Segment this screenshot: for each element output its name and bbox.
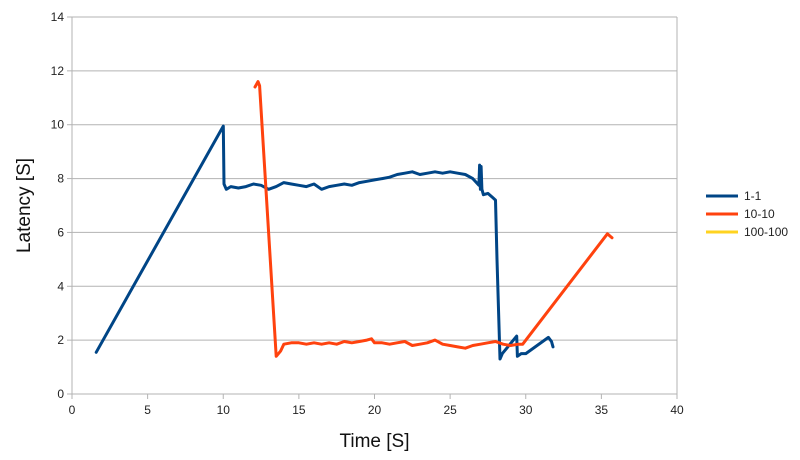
legend-label-100-100: 100-100: [744, 225, 788, 239]
y-tick-label-4: 8: [57, 172, 64, 186]
y-tick-label-0: 0: [57, 387, 64, 401]
series-line-1-1: [94, 124, 555, 361]
y-tick-label-3: 6: [57, 225, 64, 239]
axes: [67, 16, 678, 399]
x-axis-title: Time [S]: [339, 431, 409, 452]
series-lines: [94, 80, 614, 361]
x-tick-label-1: 5: [144, 403, 151, 417]
y-tick-label-7: 14: [51, 10, 65, 24]
y-tick-label-6: 12: [51, 64, 65, 78]
x-tick-label-0: 0: [69, 403, 76, 417]
legend-label-1-1: 1-1: [744, 189, 762, 203]
x-tick-label-2: 10: [217, 403, 231, 417]
x-tick-label-5: 25: [443, 403, 457, 417]
series-line-10-10: [253, 80, 614, 358]
y-tick-label-5: 10: [51, 118, 65, 132]
x-tick-labels: 0 5 10 15 20 25 30 35 40: [69, 403, 684, 417]
x-tick-label-4: 20: [368, 403, 382, 417]
x-tick-label-7: 35: [595, 403, 609, 417]
gridlines: [72, 16, 677, 341]
legend-label-10-10: 10-10: [744, 207, 775, 221]
legend: 1-1 10-10 100-100: [706, 189, 788, 239]
y-axis-title: Latency [S]: [14, 158, 35, 253]
x-tick-label-6: 30: [519, 403, 533, 417]
x-tick-label-8: 40: [670, 403, 684, 417]
x-tick-label-3: 15: [292, 403, 306, 417]
y-tick-label-2: 4: [57, 279, 64, 293]
y-tick-label-1: 2: [57, 333, 64, 347]
y-tick-labels: 0 2 4 6 8 10 12 14: [51, 10, 65, 401]
